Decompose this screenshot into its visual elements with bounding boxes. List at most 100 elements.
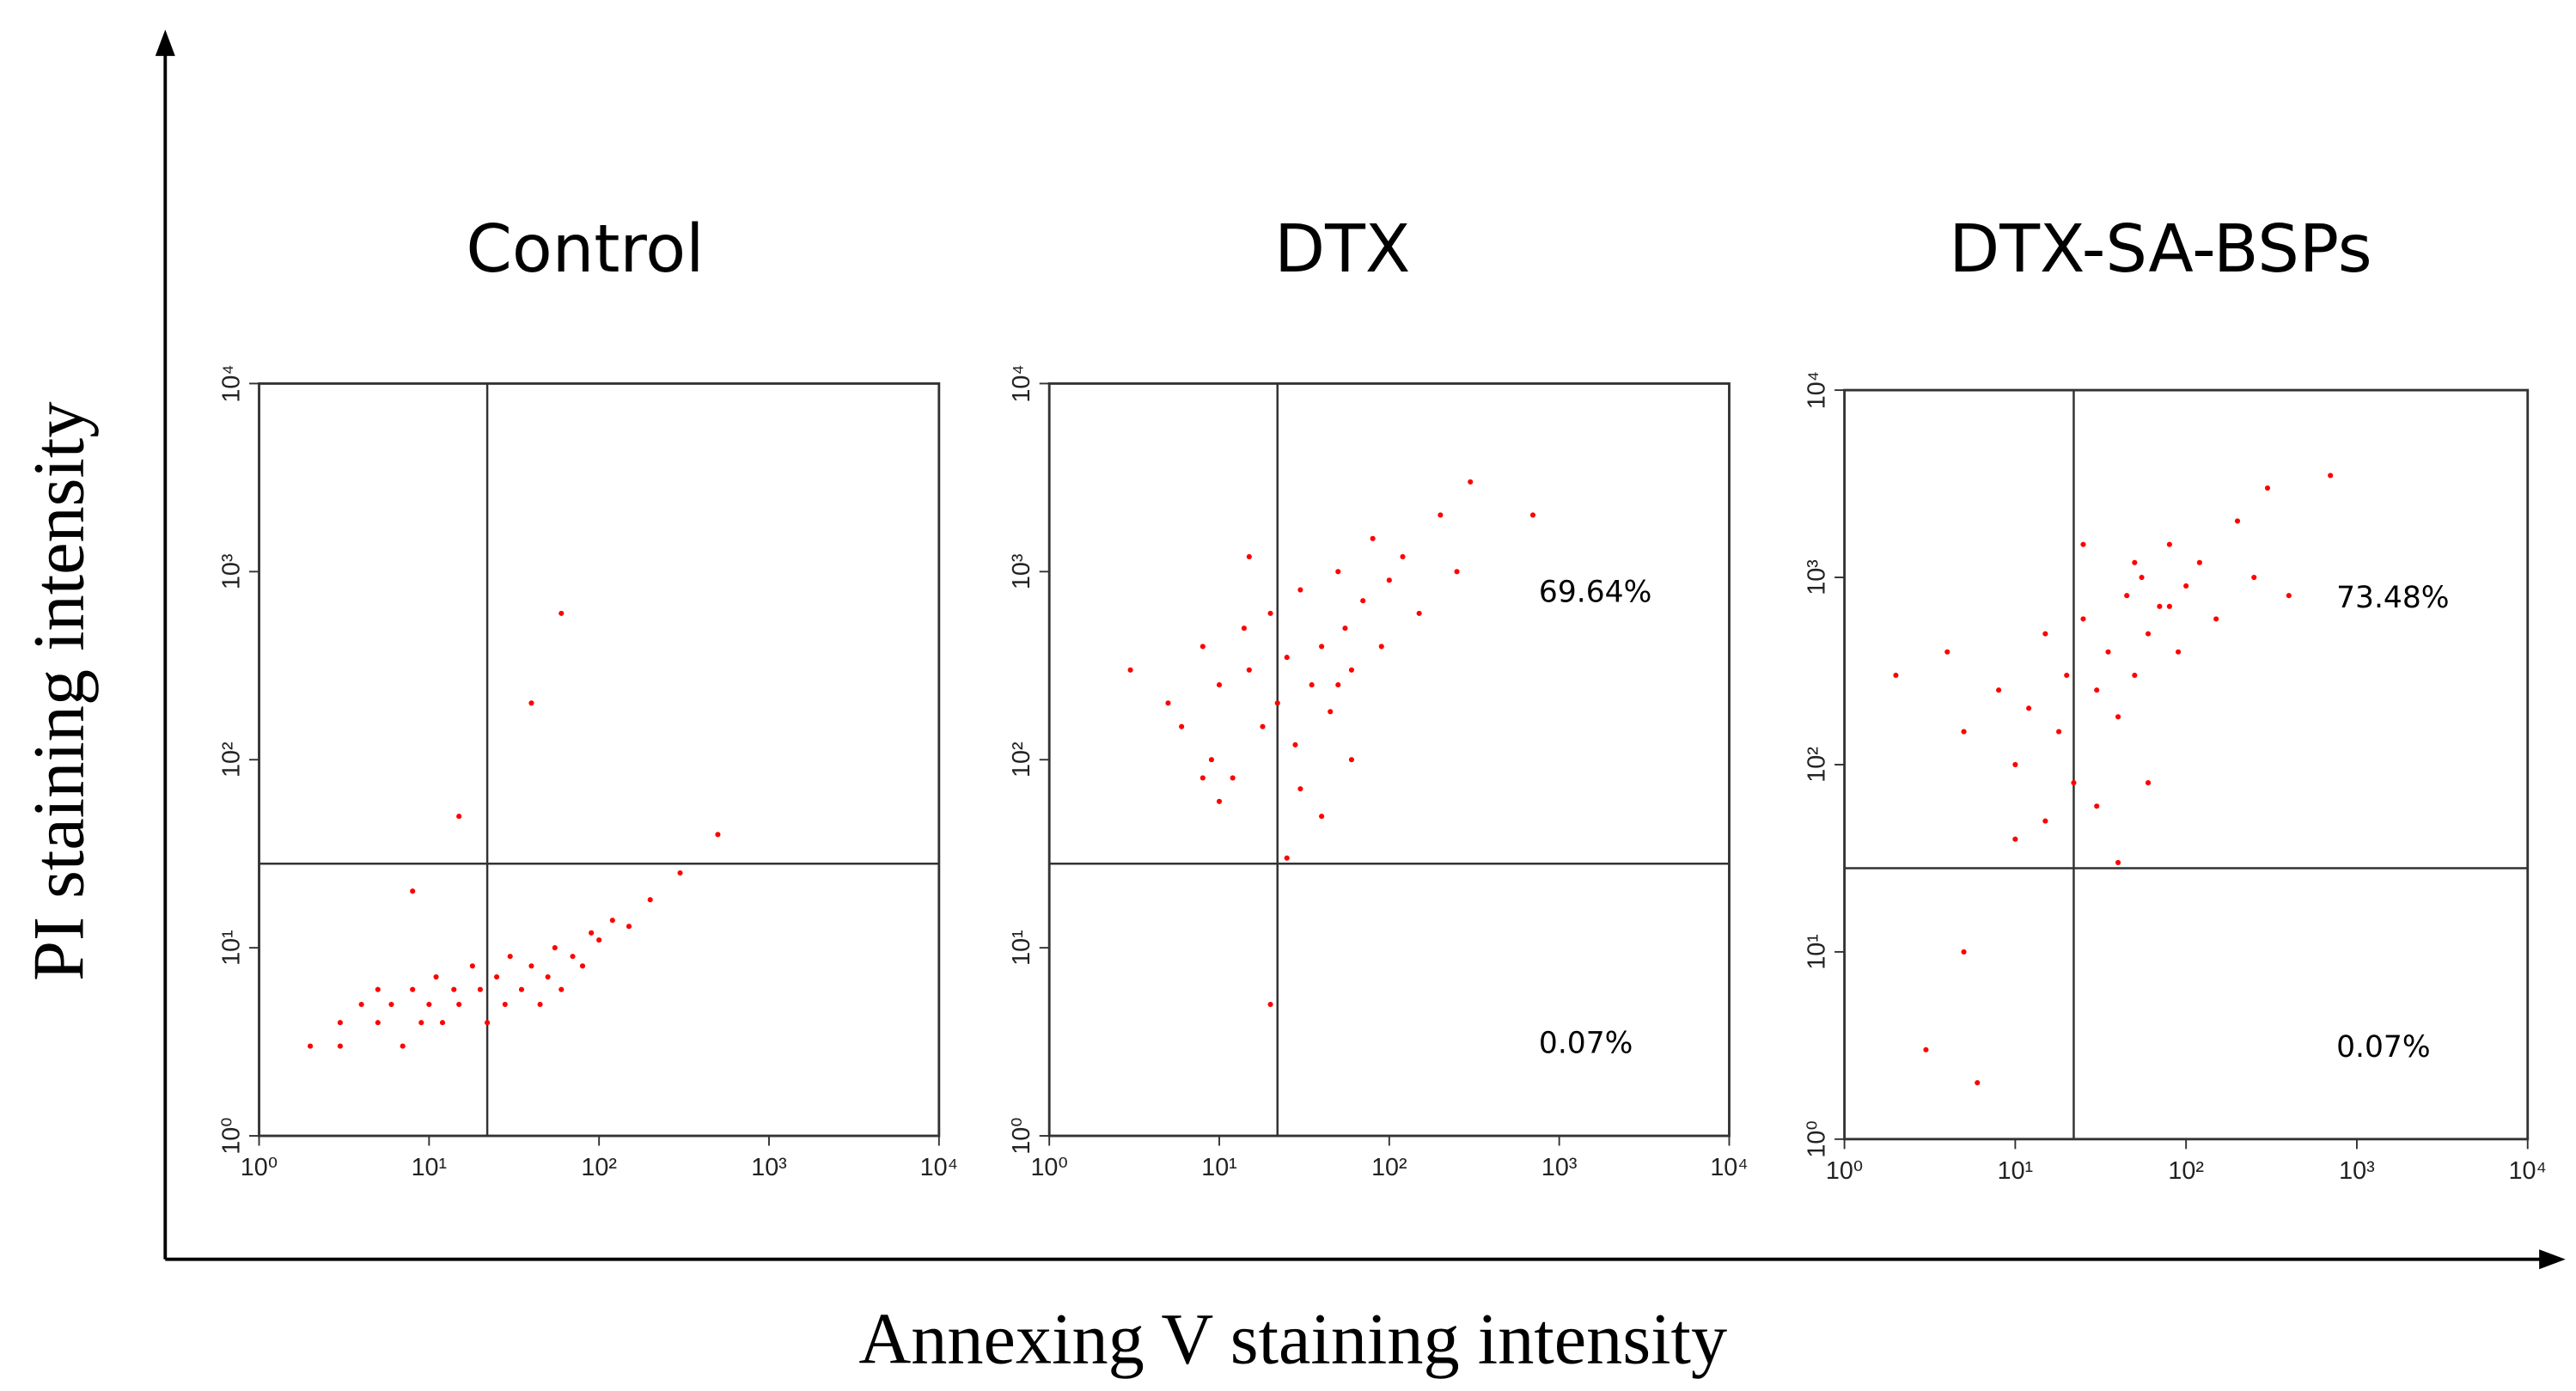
point — [1348, 667, 1355, 673]
point — [2286, 593, 2292, 599]
point — [1468, 479, 1474, 485]
point — [400, 1043, 406, 1049]
point — [1267, 610, 1273, 616]
point — [589, 930, 595, 936]
point — [2145, 780, 2152, 786]
point — [1297, 587, 1303, 593]
x-tick-label: 10⁴ — [2509, 1157, 2547, 1185]
point — [1348, 757, 1355, 763]
point — [2176, 649, 2182, 655]
point — [518, 986, 525, 992]
point — [1975, 1080, 1981, 1086]
panel-title: Control — [466, 211, 704, 288]
y-tick-label: 10¹ — [218, 930, 246, 966]
point — [528, 700, 534, 706]
point — [2012, 761, 2018, 768]
point — [1996, 687, 2002, 693]
point — [2042, 631, 2048, 637]
x-tick-label: 10⁴ — [920, 1154, 958, 1181]
point — [1400, 553, 1406, 560]
y-tick-label: 10² — [218, 741, 246, 778]
point — [2213, 616, 2219, 622]
point — [1961, 729, 1967, 735]
x-tick-label: 10³ — [751, 1154, 787, 1181]
point — [456, 1001, 462, 1008]
y-tick-label: 10³ — [1008, 554, 1035, 590]
point — [1284, 655, 1290, 661]
point — [1319, 814, 1325, 820]
point — [2183, 583, 2189, 589]
point — [1274, 700, 1280, 706]
point — [2145, 631, 2152, 637]
y-tick-label: 10⁴ — [218, 364, 246, 402]
y-tick-label: 10³ — [218, 554, 246, 590]
quadrant-percent: 0.07% — [2336, 1030, 2431, 1065]
point — [1529, 512, 1536, 518]
y-tick-label: 10⁴ — [1804, 371, 1831, 409]
point — [2115, 859, 2121, 865]
point — [1386, 577, 1392, 583]
point — [579, 963, 586, 969]
point — [1328, 709, 1334, 715]
y-arrow-head — [155, 29, 175, 57]
point — [715, 832, 721, 838]
quadrant-percent: 0.07% — [1539, 1027, 1633, 1061]
point — [426, 1001, 432, 1008]
point — [2132, 559, 2138, 565]
point — [337, 1043, 343, 1049]
point — [1454, 569, 1460, 575]
x-tick-label: 10³ — [2339, 1157, 2375, 1185]
y-tick-label: 10³ — [1804, 559, 1831, 595]
x-tick-label: 10² — [581, 1154, 617, 1181]
point — [2234, 518, 2241, 524]
point — [375, 986, 381, 992]
point — [2115, 714, 2121, 720]
point — [485, 1020, 491, 1026]
point — [545, 973, 551, 980]
point — [2139, 574, 2145, 581]
point — [2157, 603, 2163, 609]
point — [1208, 757, 1215, 763]
x-tick-label: 10² — [1371, 1154, 1407, 1181]
point — [1923, 1046, 1929, 1052]
point — [410, 986, 416, 992]
point — [552, 945, 558, 951]
point — [375, 1020, 381, 1026]
point — [626, 924, 632, 930]
point — [388, 1001, 394, 1008]
plot-frame — [258, 381, 941, 1138]
point — [469, 963, 475, 969]
point — [537, 1001, 543, 1008]
point — [2264, 485, 2271, 491]
panel-title: DTX — [1274, 211, 1410, 288]
point — [609, 918, 615, 924]
panel-title: DTX-SA-BSPs — [1949, 211, 2372, 288]
point — [677, 869, 683, 876]
point — [1246, 667, 1252, 673]
point — [1292, 741, 1298, 747]
point — [1216, 682, 1223, 688]
point — [596, 936, 602, 943]
point — [2064, 672, 2070, 679]
point — [1335, 569, 1341, 575]
point — [559, 610, 565, 616]
point — [1360, 598, 1366, 604]
point — [2026, 705, 2032, 711]
point — [1438, 512, 1444, 518]
y-tick-label: 10¹ — [1804, 934, 1831, 970]
point — [2166, 541, 2172, 547]
point — [1961, 949, 1967, 955]
x-tick-label: 10¹ — [1998, 1157, 2034, 1185]
x-tick-label: 10³ — [1541, 1154, 1578, 1181]
point — [1165, 700, 1171, 706]
point — [358, 1001, 364, 1008]
point — [570, 954, 576, 960]
point — [2105, 649, 2111, 655]
point — [2012, 836, 2018, 842]
point — [1893, 672, 1899, 679]
x-tick-label: 10⁰ — [1826, 1157, 1863, 1185]
x-tick-label: 10⁰ — [241, 1154, 278, 1181]
point — [2196, 559, 2202, 565]
